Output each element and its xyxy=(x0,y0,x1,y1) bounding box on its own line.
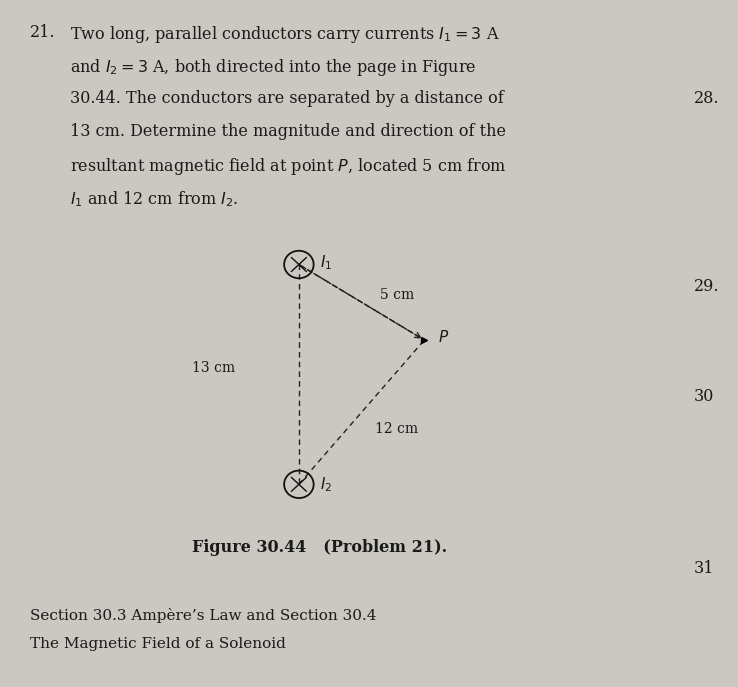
Text: Two long, parallel conductors carry currents $I_1 = 3$ A: Two long, parallel conductors carry curr… xyxy=(70,24,500,45)
Text: 13 cm: 13 cm xyxy=(192,361,235,374)
Text: 30.44. The conductors are separated by a distance of: 30.44. The conductors are separated by a… xyxy=(70,90,504,107)
Text: 13 cm. Determine the magnitude and direction of the: 13 cm. Determine the magnitude and direc… xyxy=(70,123,506,140)
Text: 30: 30 xyxy=(694,388,714,405)
Text: 28.: 28. xyxy=(694,90,720,107)
Text: $I_1$: $I_1$ xyxy=(320,253,332,272)
Text: $I_2$: $I_2$ xyxy=(320,475,331,494)
Text: resultant magnetic field at point $P$, located 5 cm from: resultant magnetic field at point $P$, l… xyxy=(70,156,506,177)
Text: 31: 31 xyxy=(694,560,714,577)
Text: 12 cm: 12 cm xyxy=(375,423,418,436)
Text: Section 30.3 Ampère’s Law and Section 30.4: Section 30.3 Ampère’s Law and Section 30… xyxy=(30,608,376,623)
Text: 21.: 21. xyxy=(30,24,55,41)
Text: Figure 30.44   (Problem 21).: Figure 30.44 (Problem 21). xyxy=(192,539,447,556)
Text: $P$: $P$ xyxy=(438,328,449,345)
Text: The Magnetic Field of a Solenoid: The Magnetic Field of a Solenoid xyxy=(30,637,286,651)
Text: 5 cm: 5 cm xyxy=(380,289,414,302)
Text: 29.: 29. xyxy=(694,278,720,295)
Text: $I_1$ and 12 cm from $I_2$.: $I_1$ and 12 cm from $I_2$. xyxy=(70,189,238,209)
Text: and $I_2 = 3$ A, both directed into the page in Figure: and $I_2 = 3$ A, both directed into the … xyxy=(70,57,477,78)
